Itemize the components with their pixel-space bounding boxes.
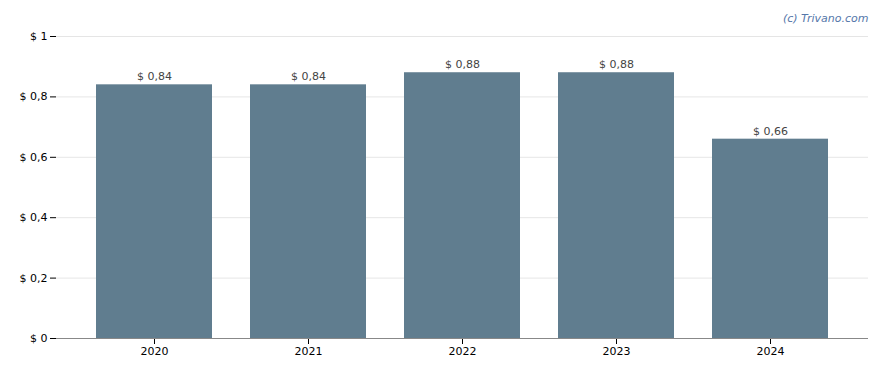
- svg-text:2023: 2023: [603, 345, 631, 358]
- svg-text:$ 0,6: $ 0,6: [20, 151, 48, 164]
- svg-text:$ 0,4: $ 0,4: [20, 211, 48, 224]
- svg-text:2022: 2022: [449, 345, 477, 358]
- svg-text:2020: 2020: [141, 345, 169, 358]
- svg-text:$ 0,84: $ 0,84: [137, 70, 172, 83]
- svg-text:$ 0,88: $ 0,88: [445, 58, 480, 71]
- svg-text:$ 0,8: $ 0,8: [20, 90, 48, 103]
- svg-text:2021: 2021: [295, 345, 323, 358]
- svg-text:2024: 2024: [757, 345, 785, 358]
- svg-text:$ 0,88: $ 0,88: [599, 58, 634, 71]
- svg-text:$ 1: $ 1: [30, 30, 48, 43]
- svg-text:$ 0,84: $ 0,84: [291, 70, 326, 83]
- svg-text:$ 0,2: $ 0,2: [20, 272, 48, 285]
- svg-text:(c) Trivano.com: (c) Trivano.com: [783, 12, 869, 25]
- svg-text:$ 0,66: $ 0,66: [753, 125, 788, 138]
- svg-text:$ 0: $ 0: [30, 332, 48, 345]
